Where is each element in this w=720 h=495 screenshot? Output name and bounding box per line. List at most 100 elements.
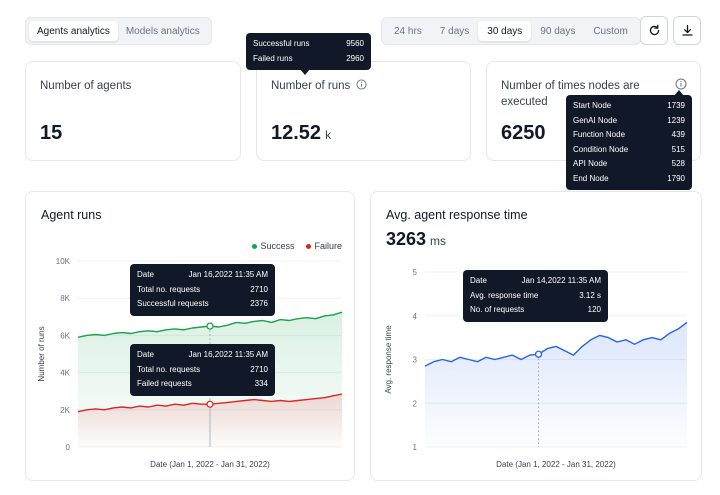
y-tick-label: 3 (413, 356, 418, 365)
stat-value-runs: 12.52 k (271, 122, 331, 145)
legend-success[interactable]: Success (252, 241, 294, 251)
tooltip-row: No. of requests 120 (470, 303, 601, 318)
chart-legend: Success Failure (252, 241, 342, 251)
range-90-days[interactable]: 90 days (540, 26, 576, 37)
tooltip-row: Function Node 439 (573, 128, 685, 143)
tooltip-value: Jan 16,2022 11:35 AM (188, 270, 268, 279)
legend-failure[interactable]: Failure (306, 241, 342, 251)
y-tick-label: 4K (60, 369, 70, 378)
tooltip-label: Failed runs (253, 53, 293, 63)
stat-value-agents: 15 (40, 122, 63, 144)
download-icon (681, 24, 693, 36)
tooltip-label: Failed requests (137, 379, 192, 388)
tooltip-label: GenAI Node (573, 115, 618, 125)
refresh-button[interactable] (640, 16, 668, 45)
tooltip-label: End Node (573, 173, 609, 183)
tooltip-row: Start Node 1739 (573, 99, 685, 114)
legend-label: Success (260, 241, 295, 251)
tooltip-value: Jan 16,2022 11:35 AM (188, 350, 268, 359)
date-range-tabs: 24 hrs 7 days 30 days 90 days Custom (381, 17, 641, 45)
tooltip-label: Start Node (573, 101, 612, 110)
tooltip-arrow (674, 90, 684, 96)
download-button[interactable] (673, 16, 701, 45)
response-time-chart[interactable]: 1 2 3 4 5 Avg. response time Date (Jan 1, 2022… (371, 192, 703, 482)
tooltip-row: Failed runs 2960 (253, 52, 364, 67)
hover-point (206, 322, 214, 330)
analytics-tabs: Agents analytics Models analytics (25, 17, 212, 45)
info-icon[interactable] (675, 78, 687, 90)
range-7-days[interactable]: 7 days (439, 26, 470, 37)
tooltip-label: Total no. requests (137, 284, 201, 294)
agent-runs-title: Agent runs (41, 208, 102, 222)
legend-label: Failure (314, 241, 342, 251)
y-tick-label: 0 (66, 443, 71, 452)
tooltip-row: Successful runs 9560 (253, 37, 364, 52)
tooltip-label: Condition Node (573, 144, 629, 154)
tooltip-label: Date (137, 270, 154, 279)
y-tick-label: 6K (60, 331, 70, 340)
response-time-number: 3263 (386, 229, 427, 249)
y-tick-label: 2K (60, 406, 70, 415)
response-time-card: Avg. agent response time 3263 ms 1 2 3 4 5 Avg… (370, 191, 702, 481)
tooltip-value: 2710 (250, 364, 268, 374)
tooltip-value: Jan 14,2022 11:35 AM (521, 276, 601, 285)
tooltip-row: Condition Node 515 (573, 143, 685, 158)
tooltip-value: 528 (671, 159, 685, 168)
tooltip-label: Total no. requests (137, 364, 201, 374)
hover-point (534, 350, 543, 358)
hover-point (206, 400, 214, 408)
tooltip-value: 1239 (667, 115, 685, 125)
tooltip-row: Successful requests 2376 (137, 297, 268, 312)
y-tick-label: 5 (413, 268, 418, 277)
tooltip-label: API Node (573, 159, 608, 168)
stat-label-nodes: Number of times nodes are executed (501, 80, 640, 108)
tooltip-value: 439 (671, 130, 685, 139)
y-axis-label: Avg. response time (384, 325, 393, 394)
info-icon[interactable] (356, 79, 368, 90)
tooltip-arrow (300, 69, 310, 75)
tooltip-row: Date Jan 14,2022 11:35 AM (470, 274, 601, 289)
stat-label-runs-text: Number of runs (271, 80, 351, 92)
tooltip-value: 2960 (346, 53, 364, 63)
nodes-tooltip: Start Node 1739 GenAI Node 1239 Function N… (566, 90, 692, 190)
tooltip-value: 515 (671, 144, 685, 154)
response-time-title: Avg. agent response time (386, 208, 528, 222)
range-30-days[interactable]: 30 days (478, 21, 532, 41)
failure-point-tooltip: Date Jan 16,2022 11:35 AM Total no. reque… (130, 344, 275, 396)
tooltip-label: Function Node (573, 130, 626, 139)
tooltip-value: 2376 (250, 299, 268, 308)
y-tick-label: 8K (60, 294, 70, 303)
tooltip-value: 9560 (346, 39, 364, 48)
tooltip-row: GenAI Node 1239 (573, 114, 685, 129)
stat-label-agents: Number of agents (40, 80, 132, 92)
tooltip-label: Successful runs (253, 39, 310, 48)
tooltip-row: Date Jan 16,2022 11:35 AM (137, 348, 268, 363)
series-area-series (425, 322, 687, 447)
y-tick-label: 1 (413, 443, 418, 452)
agent-runs-chart[interactable]: 0 2K 4K 6K 8K 10K Number of runs Date (Jan 1, 2… (26, 192, 356, 482)
range-custom[interactable]: Custom (593, 26, 628, 37)
tooltip-label: Date (470, 276, 487, 285)
tooltip-value: 1790 (667, 173, 685, 183)
stat-card-runs: Number of runs 12.52 k (256, 61, 471, 161)
tooltip-label: Avg. response time (470, 290, 539, 300)
stat-value-nodes: 6250 (501, 122, 546, 144)
y-tick-label: 4 (413, 312, 418, 321)
range-24-hrs[interactable]: 24 hrs (394, 26, 422, 37)
response-point-tooltip: Date Jan 14,2022 11:35 AM Avg. response t… (463, 270, 608, 322)
tab-models-analytics[interactable]: Models analytics (125, 26, 200, 37)
tooltip-row: Failed requests 334 (137, 377, 268, 392)
success-point-tooltip: Date Jan 16,2022 11:35 AM Total no. reque… (130, 264, 275, 316)
tooltip-row: API Node 528 (573, 157, 685, 172)
y-axis-label: Number of runs (37, 326, 46, 381)
response-time-unit: ms (430, 234, 447, 248)
series-line-series (424, 321, 688, 367)
stat-label-runs: Number of runs (271, 78, 368, 94)
tooltip-row: Total no. requests 2710 (137, 363, 268, 378)
stat-unit-runs: k (325, 128, 332, 142)
tab-agents-analytics[interactable]: Agents analytics (29, 21, 118, 41)
tooltip-label: No. of requests (470, 305, 525, 314)
tooltip-row: End Node 1790 (573, 172, 685, 187)
tooltip-value: 1739 (667, 101, 685, 110)
runs-tooltip: Successful runs 9560 Failed runs 2960 (246, 33, 371, 75)
